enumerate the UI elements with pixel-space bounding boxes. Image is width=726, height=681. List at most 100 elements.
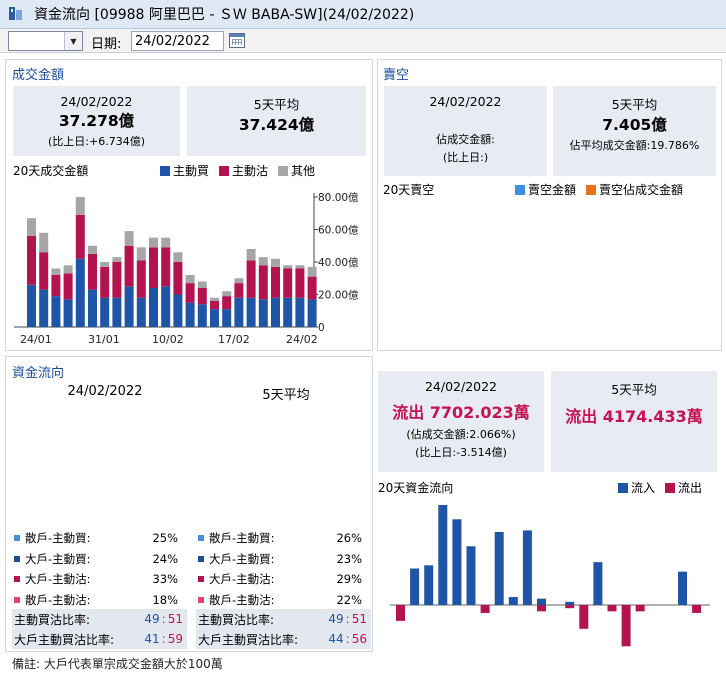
shortsell-avg-ratio: 佔平均成交金額:19.786% bbox=[569, 139, 700, 152]
turnover-y-tick-label: 0 bbox=[318, 322, 325, 334]
shortsell-today-label: 佔成交金額: bbox=[436, 133, 495, 146]
turnover-bar-other bbox=[283, 265, 293, 269]
ratio-avg-box: 主動買沽比率: 49:51 大戶主動買沽比率: 44:56 bbox=[196, 609, 371, 649]
legend-value: 22% bbox=[336, 592, 362, 607]
legend-short-ratio: 賣空佔成交金額 bbox=[599, 183, 684, 197]
ratio-sell: 59 bbox=[167, 632, 183, 646]
legend-swatch-other bbox=[278, 165, 289, 176]
turnover-bar-buy bbox=[197, 304, 207, 327]
legend-swatch-short-ratio bbox=[586, 184, 597, 195]
fundflow-bar-in bbox=[508, 597, 518, 605]
legend-item: 散戶-主動買: 26% bbox=[198, 528, 362, 549]
fundflow-bar-out bbox=[635, 605, 645, 612]
turnover-bar-other bbox=[27, 218, 36, 236]
turnover-bar-buy bbox=[283, 297, 293, 327]
turnover-x-tick-label: 24/01 bbox=[20, 333, 52, 346]
turnover-bar-sell bbox=[100, 266, 110, 298]
turnover-bar-other bbox=[197, 281, 207, 288]
legend-value: 24% bbox=[152, 551, 178, 566]
turnover-bar-buy bbox=[295, 297, 305, 327]
fundflow-bar-in bbox=[466, 546, 476, 605]
ratio-label: 主動買沽比率: bbox=[14, 612, 91, 627]
turnover-x-tick-label: 31/01 bbox=[88, 333, 120, 346]
turnover-bar-buy bbox=[39, 289, 49, 327]
chevron-down-icon[interactable]: ▼ bbox=[64, 32, 82, 50]
turnover-bar-buy bbox=[210, 309, 219, 327]
pie-today-title: 24/02/2022 bbox=[67, 384, 143, 399]
turnover-bar-other bbox=[295, 265, 305, 269]
ratio-row: 主動買沽比率: 49:51 bbox=[198, 612, 367, 627]
turnover-bar-sell bbox=[27, 236, 36, 285]
fundflow-today-ratio: (佔成交金額:2.066%) bbox=[406, 428, 516, 441]
window-titlebar: 資金流向 [09988 阿里巴巴 - ＳＷ BABA-SW](24/02/202… bbox=[0, 0, 726, 29]
ratio-label: 大戶主動買沽比率: bbox=[198, 632, 299, 647]
turnover-bar-sell bbox=[51, 275, 61, 297]
turnover-bar-sell bbox=[136, 260, 146, 298]
turnover-chart-title: 20天成交金額 bbox=[13, 164, 89, 178]
turnover-y-tick-label: 60.00億 bbox=[318, 224, 359, 237]
fundflow-bar-in bbox=[678, 571, 687, 605]
fundflow-bar-out bbox=[607, 605, 617, 612]
turnover-y-tick-label: 80.00億 bbox=[318, 191, 359, 204]
shortsell-avg-box: 5天平均 7.405億 佔平均成交金額:19.786% bbox=[553, 86, 716, 176]
app-icon bbox=[8, 6, 24, 22]
turnover-avg-value: 37.424億 bbox=[238, 116, 315, 134]
legend-dot bbox=[14, 535, 20, 542]
shortsell-section-title: 賣空 bbox=[383, 68, 410, 83]
turnover-bar-other bbox=[75, 197, 85, 215]
ratio-buy: 41 bbox=[144, 632, 160, 646]
legend-value: 18% bbox=[152, 592, 178, 607]
turnover-bar-other bbox=[124, 231, 134, 246]
shortsell-today-change: (比上日:) bbox=[442, 151, 489, 164]
fundflow-bar-in bbox=[452, 519, 462, 605]
turnover-today-date: 24/02/2022 bbox=[60, 94, 133, 109]
fundflow-bar-in bbox=[593, 562, 603, 605]
turnover-bar-sell bbox=[258, 265, 268, 300]
turnover-bar-other bbox=[234, 278, 244, 284]
turnover-bar-buy bbox=[63, 299, 73, 327]
turnover-bar-other bbox=[307, 266, 317, 277]
turnover-bar-other bbox=[51, 268, 61, 275]
turnover-bar-other bbox=[136, 247, 146, 261]
turnover-bar-sell bbox=[307, 276, 317, 300]
ratio-sell: 51 bbox=[167, 612, 183, 626]
calendar-icon[interactable] bbox=[229, 33, 245, 48]
turnover-bar-sell bbox=[197, 288, 207, 305]
legend-other: 其他 bbox=[291, 164, 316, 178]
shortsell-avg-value: 7.405億 bbox=[602, 116, 667, 134]
turnover-x-tick-label: 17/02 bbox=[218, 333, 250, 346]
legend-short-amount: 賣空金額 bbox=[528, 183, 577, 197]
turnover-bar-other bbox=[246, 249, 256, 261]
legend-swatch-outflow bbox=[665, 482, 676, 493]
turnover-bar-other bbox=[100, 262, 110, 267]
ratio-row: 主動買沽比率: 49:51 bbox=[14, 612, 183, 627]
legend-label: 散戶-主動買: bbox=[25, 531, 91, 546]
date-input[interactable] bbox=[131, 31, 224, 51]
turnover-bar-buy bbox=[149, 288, 158, 327]
ratio-label: 主動買沽比率: bbox=[198, 612, 275, 627]
turnover-bar-buy bbox=[234, 297, 244, 327]
legend-label: 大戶-主動沽: bbox=[25, 572, 91, 587]
turnover-bar-other bbox=[161, 237, 171, 248]
turnover-bar-buy bbox=[88, 289, 97, 327]
turnover-bar-other bbox=[271, 258, 280, 267]
turnover-bar-buy bbox=[161, 286, 171, 327]
turnover-bar-buy bbox=[246, 297, 256, 327]
legend-swatch-short-amount bbox=[515, 184, 525, 195]
legend-value: 29% bbox=[336, 572, 362, 587]
legend-label: 散戶-主動沽: bbox=[209, 592, 275, 607]
turnover-bar-buy bbox=[27, 284, 36, 327]
legend-sell: 主動沽 bbox=[232, 164, 269, 178]
ratio-today-box: 主動買沽比率: 49:51 大戶主動買沽比率: 41:59 bbox=[12, 609, 187, 649]
turnover-bar-sell bbox=[149, 247, 158, 288]
turnover-bar-sell bbox=[295, 268, 305, 298]
ratio-label: 大戶主動買沽比率: bbox=[14, 632, 115, 647]
legend-inflow: 流入 bbox=[631, 481, 656, 495]
fundflow-avg-value: 流出 4174.433萬 bbox=[565, 407, 703, 426]
turnover-bar-buy bbox=[112, 297, 122, 327]
shortsell-legend: 賣空金額 賣空佔成交金額 bbox=[505, 181, 683, 198]
turnover-bar-buy bbox=[75, 258, 85, 327]
footnote: 備註: 大戶代表單宗成交金額大於100萬 bbox=[12, 657, 223, 671]
selector-dropdown[interactable]: ▼ bbox=[8, 31, 83, 51]
turnover-bar-sell bbox=[124, 245, 134, 287]
